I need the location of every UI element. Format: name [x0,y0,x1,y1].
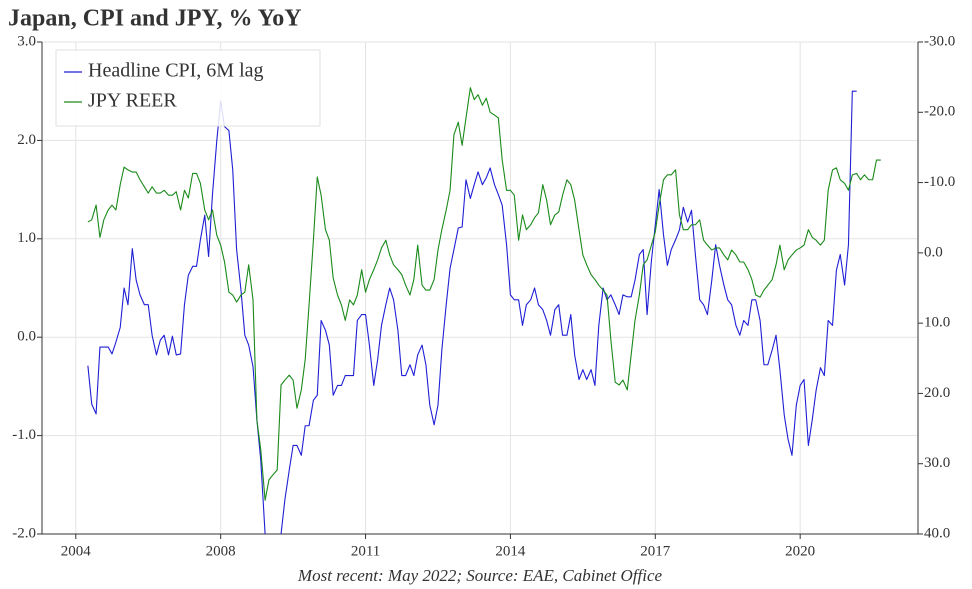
series-line [87,87,881,501]
y2-tick-label: 40.0 [924,525,950,541]
y2-tick-label: -20.0 [924,104,955,120]
plot-area [87,87,881,534]
y2-tick-label: 30.0 [924,455,950,471]
x-tick-label: 2008 [206,543,236,559]
y2-tick-label: -30.0 [924,33,955,49]
y-tick-label: 2.0 [17,132,36,148]
y-tick-label: 3.0 [17,33,36,49]
y-tick-label: -1.0 [12,427,36,443]
x-tick-label: 2014 [495,543,526,559]
legend-box [55,49,321,127]
y2-tick-label: 0.0 [924,244,943,260]
legend-label: JPY REER [88,90,177,112]
y2-tick-label: 10.0 [924,315,950,331]
y-tick-label: 0.0 [17,329,36,345]
y2-tick-label: -10.0 [924,174,955,190]
y-tick-label: 1.0 [17,230,36,246]
x-tick-label: 2017 [640,543,671,559]
y2-tick-label: 20.0 [924,385,950,401]
source-note: Most recent: May 2022; Source: EAE, Cabi… [297,566,663,585]
series-line [87,90,857,534]
chart-title: Japan, CPI and JPY, % YoY [8,6,302,32]
x-tick-label: 2004 [61,543,92,559]
y-tick-label: -2.0 [12,525,36,541]
x-tick-label: 2011 [351,543,380,559]
x-tick-label: 2020 [785,543,815,559]
legend-label: Headline CPI, 6M lag [88,60,264,82]
